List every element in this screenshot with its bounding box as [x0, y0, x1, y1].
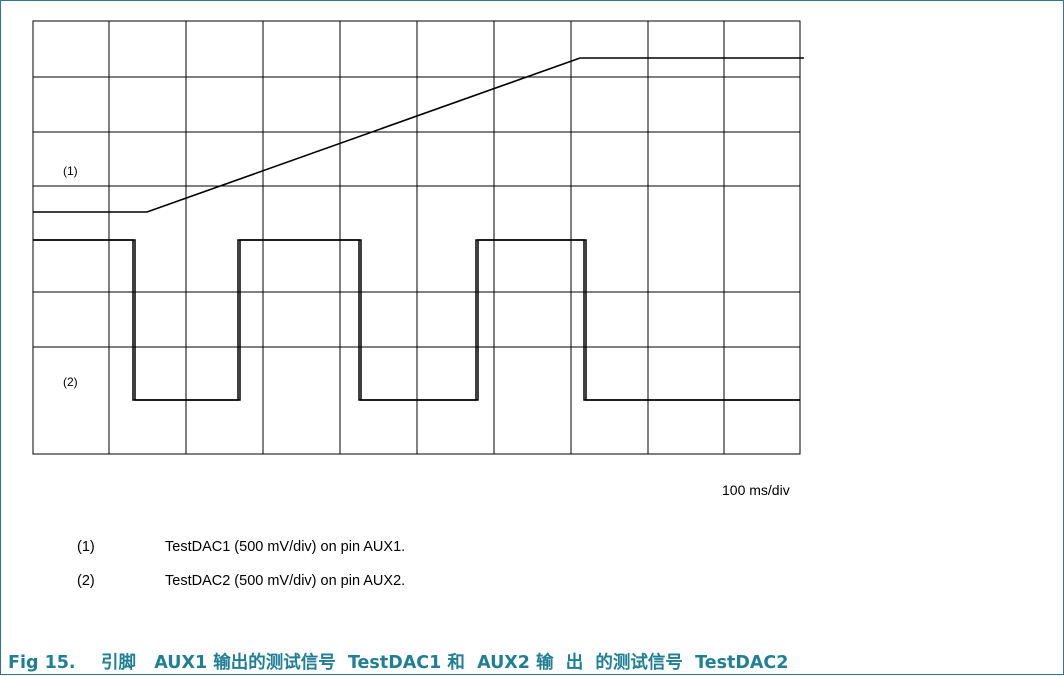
legend-num-1: (1): [77, 539, 95, 555]
trace-2-pulses: [33, 239, 800, 401]
legend-text-1: TestDAC1 (500 mV/div) on pin AUX1.: [165, 539, 406, 555]
grid: [32, 20, 801, 455]
top-border: [0, 0, 1064, 1]
trace-1-tag: (1): [63, 164, 78, 178]
timebase-label: 100 ms/div: [722, 482, 790, 498]
trace-1-ramp: [33, 57, 804, 213]
legend-num-2: (2): [77, 573, 95, 589]
figure-caption-text: 引脚 AUX1 输出的测试信号 TestDAC1 和 AUX2 输 出 的测试信…: [101, 653, 789, 673]
trace-2-tag: (2): [63, 375, 78, 389]
legend-text-2: TestDAC2 (500 mV/div) on pin AUX2.: [165, 573, 406, 589]
figure-number: Fig 15.: [8, 653, 76, 673]
figure-caption: Fig 15. 引脚 AUX1 输出的测试信号 TestDAC1 和 AUX2 输…: [8, 649, 788, 674]
trace-2-pulses-inner: [33, 239, 800, 401]
